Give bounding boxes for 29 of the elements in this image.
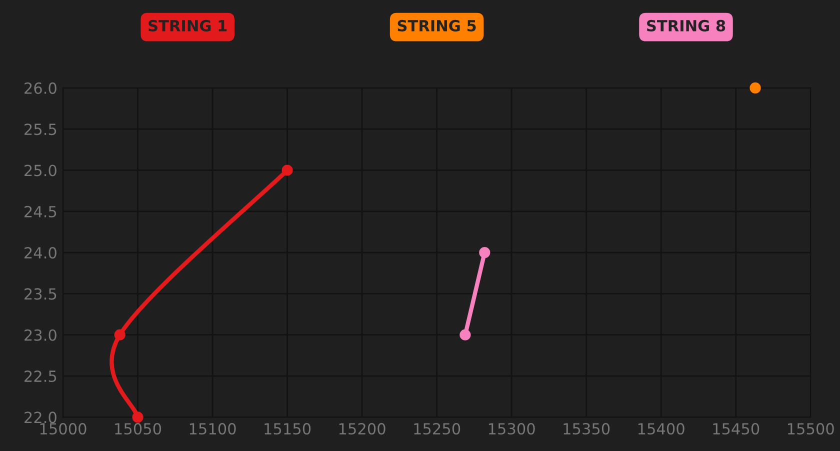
text: STRING 8: [647, 20, 726, 32]
x-tick-label: 15500: [788, 423, 834, 435]
y-tick-label: 24.0: [24, 247, 56, 259]
y-tick-label: 26.0: [24, 82, 56, 94]
x-tick-label: 15050: [115, 423, 162, 435]
text: STRING 5: [398, 20, 476, 32]
point: [132, 412, 144, 423]
point: [114, 329, 126, 340]
x-tick-label: 15100: [190, 423, 236, 435]
x-tick-label: 15450: [713, 423, 760, 435]
text: STRING 1: [148, 20, 227, 32]
point: [282, 164, 293, 176]
y-tick-label: 22.5: [24, 370, 56, 382]
point: [460, 329, 471, 340]
point: [750, 82, 761, 94]
y-tick-label: 25.5: [24, 124, 56, 136]
y-tick-label: 22.0: [24, 412, 56, 424]
x-tick-label: 15400: [638, 423, 684, 435]
x-tick-label: 15350: [564, 423, 610, 435]
x-tick-label: 15300: [488, 423, 535, 435]
y-tick-label: 23.0: [24, 329, 56, 341]
x-tick-label: 15000: [40, 423, 86, 435]
point: [479, 247, 490, 258]
y-tick-label: 24.5: [24, 206, 56, 218]
x-tick-label: 15200: [339, 423, 386, 435]
y-tick-label: 23.5: [24, 288, 56, 300]
x-tick-label: 15150: [264, 423, 311, 435]
x-tick-label: 15250: [414, 423, 460, 435]
y-tick-label: 25.0: [24, 164, 56, 176]
